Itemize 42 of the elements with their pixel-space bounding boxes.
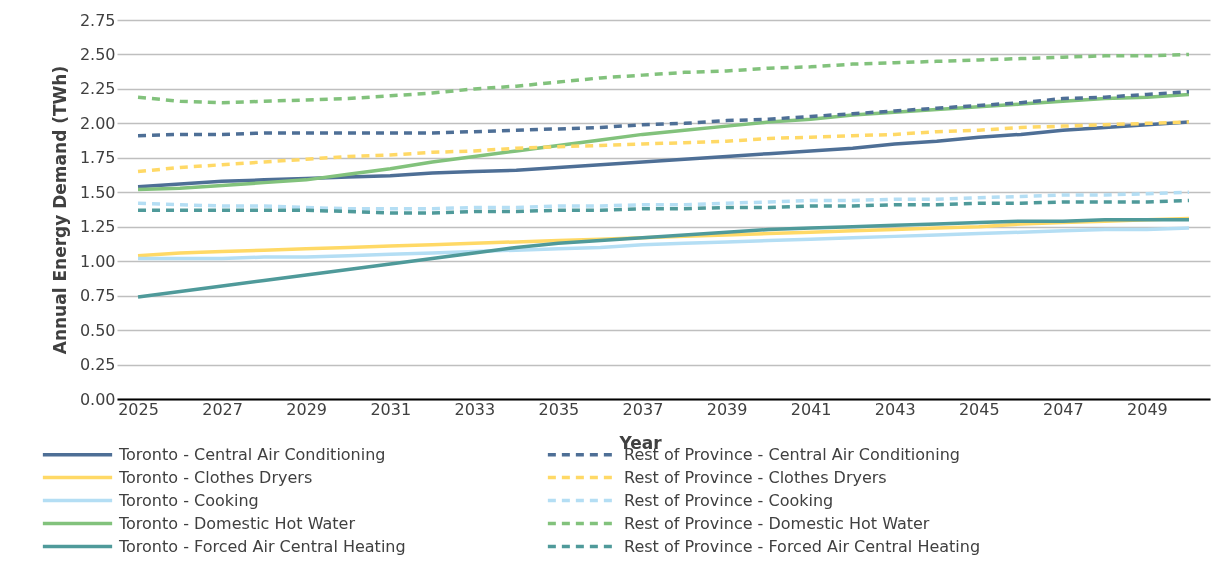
y-axis-title: Annual Energy Demand (TWh) bbox=[49, 65, 70, 355]
legend-label: Rest of Province - Clothes Dryers bbox=[624, 467, 887, 487]
y-tick-label: 1.25 bbox=[79, 217, 116, 237]
x-tick-label: 2027 bbox=[202, 399, 243, 419]
y-tick-label: 0.50 bbox=[79, 320, 116, 340]
legend-label: Toronto - Cooking bbox=[118, 490, 259, 510]
y-tick-label: 2.25 bbox=[79, 79, 116, 99]
y-tick-label: 2.50 bbox=[79, 44, 116, 64]
x-tick-label: 2029 bbox=[286, 399, 328, 419]
x-tick-label: 2049 bbox=[1127, 399, 1168, 419]
line-series bbox=[136, 190, 1191, 211]
x-tick-label: 2037 bbox=[622, 399, 664, 419]
x-tick-label: 2043 bbox=[874, 399, 916, 419]
x-tick-label: 2041 bbox=[790, 399, 832, 419]
x-tick-label: 2047 bbox=[1043, 399, 1084, 419]
line-series bbox=[136, 226, 1191, 261]
y-tick-label: 0.75 bbox=[79, 286, 116, 306]
legend-label: Toronto - Central Air Conditioning bbox=[118, 444, 386, 464]
y-tick-label: 1.50 bbox=[79, 182, 116, 202]
x-tick-label: 2035 bbox=[538, 399, 580, 419]
legend-label: Rest of Province - Cooking bbox=[624, 490, 834, 510]
x-tick-label: 2039 bbox=[706, 399, 748, 419]
legend-label: Toronto - Forced Air Central Heating bbox=[118, 536, 406, 556]
line-series bbox=[136, 198, 1191, 215]
y-tick-label: 1.00 bbox=[79, 251, 116, 271]
y-tick-label: 0.00 bbox=[79, 389, 116, 409]
x-tick-label: 2031 bbox=[370, 399, 412, 419]
x-tick-label: 2025 bbox=[118, 399, 159, 419]
legend-label: Rest of Province - Domestic Hot Water bbox=[624, 513, 930, 533]
line-series bbox=[136, 120, 1191, 174]
legend-label: Toronto - Clothes Dryers bbox=[118, 467, 313, 487]
y-tick-label: 2.75 bbox=[79, 10, 116, 30]
y-tick-label: 1.75 bbox=[79, 148, 116, 168]
x-tick-label: 2033 bbox=[454, 399, 496, 419]
line-series bbox=[136, 89, 1191, 138]
x-tick-label: 2045 bbox=[958, 399, 1000, 419]
line-series bbox=[136, 52, 1191, 105]
y-tick-label: 0.25 bbox=[79, 355, 116, 375]
line-series bbox=[136, 218, 1191, 299]
y-tick-label: 2.00 bbox=[79, 113, 116, 133]
legend-label: Toronto - Domestic Hot Water bbox=[118, 513, 356, 533]
legend-label: Rest of Province - Forced Air Central Heating bbox=[624, 536, 981, 556]
